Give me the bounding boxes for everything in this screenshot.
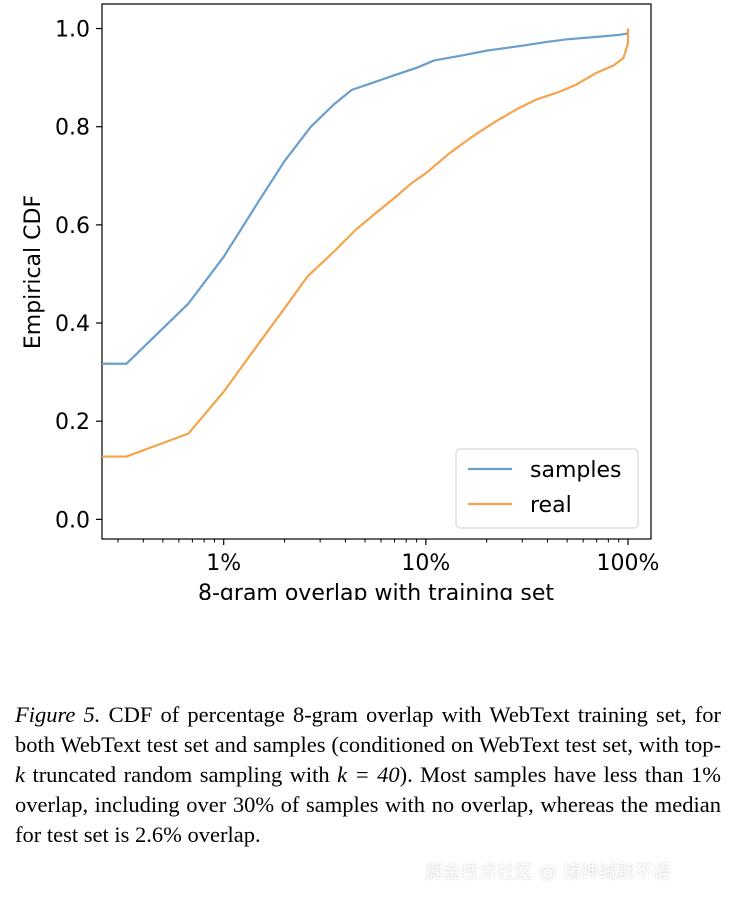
y-axis-ticks: 0.0 0.2 0.4 0.6 0.8 1.0 [55,18,102,533]
y-tick-label: 0.6 [55,214,90,239]
caption-text-1: CDF of percentage 8-gram overlap with We… [15,702,721,757]
x-tick-label: 10% [401,551,450,576]
caption-text-3: ). Most samples have less than 1% overla… [15,762,722,847]
figure-label: Figure 5. [15,702,101,727]
x-tick-label: 1% [206,551,241,576]
y-axis-label: Empirical CDF [21,195,46,349]
legend-label-real: real [530,493,572,518]
y-tick-label: 0.0 [55,508,90,533]
caption-k-equation: k = 40 [337,762,400,787]
legend-label-samples: samples [530,458,621,483]
x-axis-label: 8-gram overlap with training set [198,581,554,600]
series-line-samples [102,28,630,365]
cdf-chart: 0.0 0.2 0.4 0.6 0.8 1.0 1% 10% 100% Empirical C… [21,3,660,600]
caption-k-symbol: k [15,762,25,787]
x-axis-ticks: 1% 10% 100% [117,539,660,576]
series-layer [102,28,630,458]
y-tick-label: 0.4 [55,312,90,337]
y-tick-label: 0.2 [55,410,90,435]
series-line-real [102,28,630,458]
figure-caption: Figure 5. CDF of percentage 8-gram overl… [15,700,721,850]
x-tick-label: 100% [597,551,660,576]
caption-text-2: truncated random sampling with [32,762,330,787]
y-tick-label: 0.8 [55,116,90,141]
legend: samples real [455,448,639,529]
y-tick-label: 1.0 [55,18,90,43]
watermark: 掘金技术社区 @ 诸神缄默不语 [425,862,671,883]
